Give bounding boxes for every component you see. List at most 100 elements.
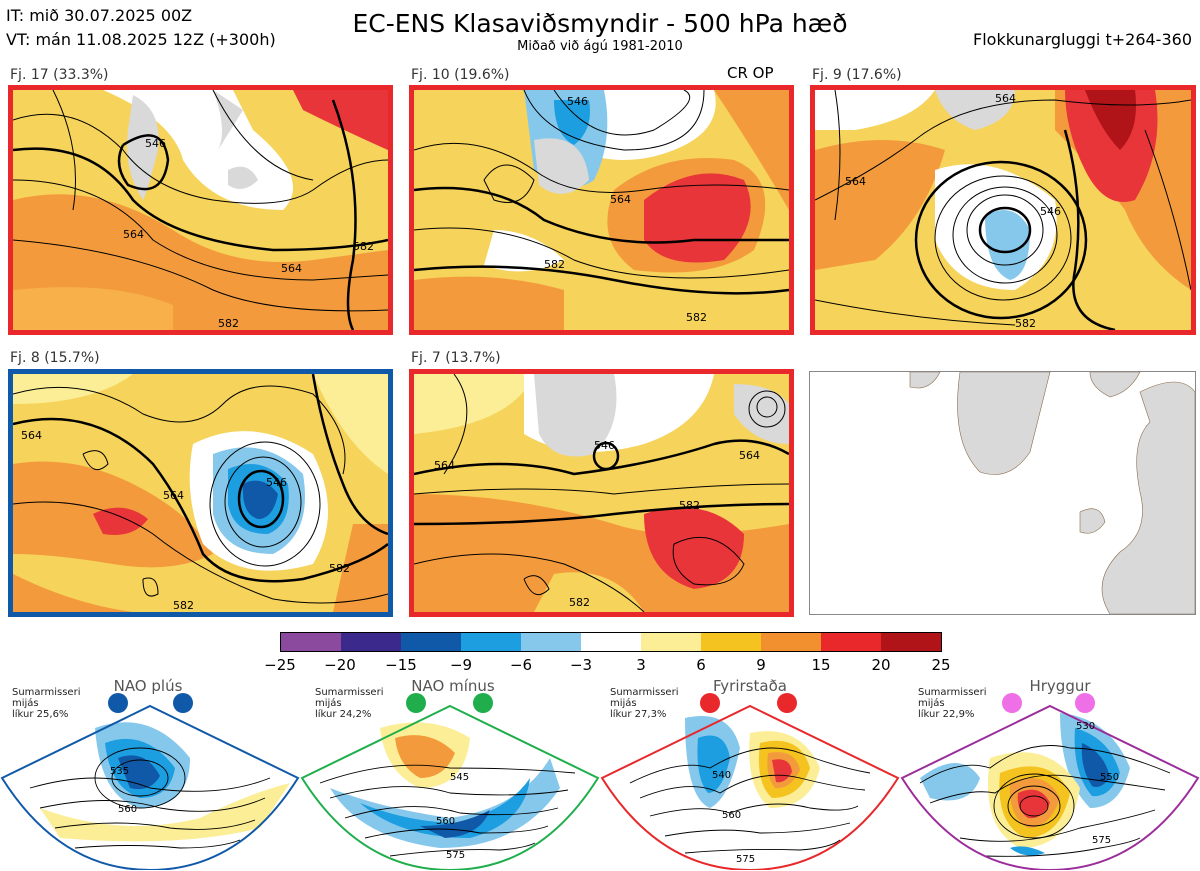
cluster-map: 546 564 582 582 [414, 90, 789, 330]
colorbar-segment [881, 633, 941, 651]
colorbar-segment [581, 633, 641, 651]
contour-label: 582 [544, 258, 565, 271]
panel-label: Fj. 8 (15.7%) [10, 350, 100, 366]
contour-label: 546 [1040, 205, 1061, 218]
cluster-map-panel[interactable]: 564 564 546 582 [810, 85, 1196, 335]
svg-text:560: 560 [118, 804, 137, 815]
panel-label: Fj. 9 (17.6%) [812, 67, 902, 83]
cluster-map-panel[interactable]: 564 564 546 582 582 [8, 369, 393, 617]
cluster-map: 564 564 546 582 582 [13, 374, 388, 612]
contour-label: 546 [594, 439, 615, 452]
colorbar-tick: −3 [569, 656, 593, 674]
contour-label: 582 [569, 596, 590, 609]
panel-label: Fj. 10 (19.6%) [411, 67, 510, 83]
svg-text:560: 560 [722, 810, 741, 821]
cluster-map-panel[interactable]: 546 564 564 582 582 [409, 369, 794, 617]
contour-label: 564 [434, 459, 455, 472]
classification-window: Flokkunargluggi t+264-360 [973, 30, 1192, 49]
svg-text:575: 575 [736, 854, 755, 865]
regime-note: Sumarmisseri mijás líkur 25,6% [12, 687, 81, 720]
colorbar-tick: 25 [931, 656, 951, 674]
cluster-map: 546 564 564 582 582 [414, 374, 789, 612]
svg-text:575: 575 [446, 850, 465, 861]
colorbar-tick: 6 [696, 656, 706, 674]
colorbar-segment [281, 633, 341, 651]
contour-label: 582 [1015, 317, 1036, 330]
colorbar-tick: −20 [324, 656, 356, 674]
page-subtitle: Miðað við ágú 1981-2010 [517, 39, 683, 54]
base-map-panel [809, 371, 1196, 615]
svg-text:545: 545 [450, 772, 469, 783]
contour-label: 582 [679, 499, 700, 512]
contour-label: 564 [995, 92, 1016, 105]
regime-dot [777, 693, 797, 713]
regime-title: NAO plús [113, 677, 183, 695]
contour-label: 546 [567, 95, 588, 108]
regime-panel-ridge[interactable]: Sumarmisseri mijás líkur 22,9% Hryggur 530… [900, 676, 1200, 871]
contour-label: 564 [123, 228, 144, 241]
contour-label: 546 [145, 137, 166, 150]
regime-panel-blocking[interactable]: Sumarmisseri mijás líkur 27,3% Fyrirstaða … [600, 676, 900, 871]
svg-text:530: 530 [1076, 721, 1095, 732]
regime-map: 535 560 [0, 704, 300, 870]
regime-map: 540 560 575 [600, 704, 900, 870]
contour-label: 582 [218, 317, 239, 330]
colorbar-segment [701, 633, 761, 651]
colorbar-segment [821, 633, 881, 651]
svg-text:575: 575 [1092, 835, 1111, 846]
regime-dot [700, 693, 720, 713]
regime-dot [1075, 693, 1095, 713]
colorbar [280, 632, 942, 652]
svg-text:535: 535 [110, 766, 129, 777]
contour-label: 582 [686, 311, 707, 324]
regime-title: Hryggur [1029, 677, 1091, 695]
page-title: EC-ENS Klasaviðsmyndir - 500 hPa hæð [352, 9, 848, 38]
colorbar-tick: 20 [871, 656, 891, 674]
regime-dot [473, 693, 493, 713]
colorbar-segment [461, 633, 521, 651]
contour-label: 564 [163, 489, 184, 502]
colorbar-tick: 9 [756, 656, 766, 674]
colorbar-segment [521, 633, 581, 651]
regime-map: 530 550 575 [900, 704, 1200, 870]
panel-label: Fj. 17 (33.3%) [10, 67, 109, 83]
colorbar-tick: −9 [449, 656, 473, 674]
regime-dot [1002, 693, 1022, 713]
colorbar-segment [641, 633, 701, 651]
colorbar-tick: −15 [385, 656, 417, 674]
colorbar-segment [761, 633, 821, 651]
contour-label: 582 [173, 599, 194, 612]
regime-dot [406, 693, 426, 713]
cluster-map: 546 564 564 582 582 [13, 90, 388, 330]
contour-label: 546 [266, 476, 287, 489]
valid-time: VT: mán 11.08.2025 12Z (+300h) [6, 30, 276, 49]
base-map [810, 372, 1195, 614]
regime-note: Sumarmisseri mijás líkur 24,2% [315, 687, 384, 720]
regime-dot [173, 693, 193, 713]
colorbar-segment [341, 633, 401, 651]
colorbar-tick: 3 [636, 656, 646, 674]
regime-title: NAO mínus [411, 677, 495, 695]
control-operational-tag: CR OP [727, 64, 774, 82]
regime-note: Sumarmisseri mijás líkur 27,3% [610, 687, 679, 720]
contour-label: 582 [353, 240, 374, 253]
colorbar-tick: −6 [509, 656, 533, 674]
regime-title: Fyrirstaða [713, 677, 787, 695]
colorbar-tick: −25 [264, 656, 296, 674]
cluster-map-panel[interactable]: 546 564 564 582 582 [8, 85, 393, 335]
cluster-map-panel[interactable]: 546 564 582 582 [409, 85, 794, 335]
contour-label: 564 [21, 429, 42, 442]
contour-label: 564 [845, 175, 866, 188]
contour-label: 564 [610, 193, 631, 206]
contour-label: 582 [329, 562, 350, 575]
svg-text:550: 550 [1100, 772, 1119, 783]
cluster-map: 564 564 546 582 [815, 90, 1191, 330]
contour-label: 564 [739, 449, 760, 462]
regime-panel-nao-plus[interactable]: Sumarmisseri mijás líkur 25,6% NAO plús 53… [0, 676, 300, 871]
regime-panel-nao-minus[interactable]: Sumarmisseri mijás líkur 24,2% NAO mínus 5… [300, 676, 600, 871]
colorbar-segment [401, 633, 461, 651]
regime-note: Sumarmisseri mijás líkur 22,9% [918, 687, 987, 720]
panel-label: Fj. 7 (13.7%) [411, 350, 501, 366]
svg-text:540: 540 [712, 770, 731, 781]
regime-map: 545 560 575 [300, 704, 600, 870]
